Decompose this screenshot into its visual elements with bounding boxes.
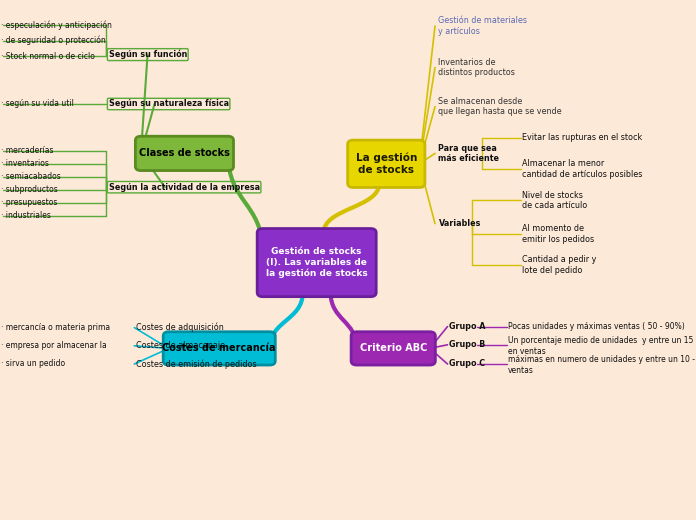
Text: · semiacabados: · semiacabados bbox=[1, 172, 61, 181]
Text: Gestión de materiales
y artículos: Gestión de materiales y artículos bbox=[438, 16, 528, 36]
Text: Clases de stocks: Clases de stocks bbox=[139, 148, 230, 159]
Text: Nivel de stocks
de cada artículo: Nivel de stocks de cada artículo bbox=[522, 190, 587, 210]
Text: · de seguridad o protección: · de seguridad o protección bbox=[1, 36, 106, 45]
Text: Grupo A: Grupo A bbox=[449, 322, 485, 331]
Text: La gestión
de stocks: La gestión de stocks bbox=[356, 153, 417, 175]
Text: · industriales: · industriales bbox=[1, 211, 52, 220]
Text: Según su función: Según su función bbox=[109, 50, 187, 59]
Text: · sirva un pedido: · sirva un pedido bbox=[1, 359, 65, 369]
Text: Para que sea
más eficiente: Para que sea más eficiente bbox=[438, 144, 500, 163]
FancyBboxPatch shape bbox=[348, 140, 425, 188]
Text: Costes de mercancía: Costes de mercancía bbox=[162, 343, 276, 354]
Text: · según su vida util: · según su vida util bbox=[1, 99, 74, 109]
FancyBboxPatch shape bbox=[351, 332, 436, 365]
FancyBboxPatch shape bbox=[257, 228, 376, 296]
Text: · subproductos: · subproductos bbox=[1, 185, 58, 194]
Text: · mercaderías: · mercaderías bbox=[1, 146, 54, 155]
Text: Variables: Variables bbox=[438, 219, 481, 228]
Text: Grupo B: Grupo B bbox=[449, 340, 485, 349]
Text: máximas en numero de unidades y entre un 10 - 5% de
ventas: máximas en numero de unidades y entre un… bbox=[508, 355, 696, 375]
Text: Costes de emisión de pedidos: Costes de emisión de pedidos bbox=[136, 359, 256, 369]
Text: Pocas unidades y máximas ventas ( 50 - 90%): Pocas unidades y máximas ventas ( 50 - 9… bbox=[508, 322, 685, 331]
FancyBboxPatch shape bbox=[163, 332, 275, 365]
Text: Al momento de
emitir los pedidos: Al momento de emitir los pedidos bbox=[522, 224, 594, 244]
Text: Grupo C: Grupo C bbox=[449, 359, 485, 369]
Text: Según la actividad de la empresa: Según la actividad de la empresa bbox=[109, 183, 260, 192]
Text: Costes de adquisición: Costes de adquisición bbox=[136, 323, 223, 332]
Text: · especulación y anticipación: · especulación y anticipación bbox=[1, 20, 112, 30]
Text: Se almacenan desde
que llegan hasta que se vende: Se almacenan desde que llegan hasta que … bbox=[438, 97, 562, 116]
Text: Inventarios de
distintos productos: Inventarios de distintos productos bbox=[438, 58, 515, 77]
Text: Criterio ABC: Criterio ABC bbox=[360, 343, 427, 354]
Text: Según su naturaleza física: Según su naturaleza física bbox=[109, 99, 229, 109]
Text: Costes de almacenaje: Costes de almacenaje bbox=[136, 341, 225, 350]
Text: · empresa por almacenar la: · empresa por almacenar la bbox=[1, 341, 107, 350]
Text: Evitar las rupturas en el stock: Evitar las rupturas en el stock bbox=[522, 133, 642, 142]
Text: · presupuestos: · presupuestos bbox=[1, 198, 58, 207]
Text: Almacenar la menor
cantidad de artículos posibles: Almacenar la menor cantidad de artículos… bbox=[522, 159, 642, 179]
FancyBboxPatch shape bbox=[135, 136, 234, 171]
Text: · Stock normal o de ciclo: · Stock normal o de ciclo bbox=[1, 51, 95, 61]
Text: Un porcentaje medio de unidades  y entre un 15 - 10%
en ventas: Un porcentaje medio de unidades y entre … bbox=[508, 336, 696, 356]
Text: Cantidad a pedir y
lote del pedido: Cantidad a pedir y lote del pedido bbox=[522, 255, 596, 275]
Text: · mercancía o materia prima: · mercancía o materia prima bbox=[1, 323, 111, 332]
Text: Gestión de stocks
(I). Las variables de
la gestión de stocks: Gestión de stocks (I). Las variables de … bbox=[266, 248, 367, 278]
Text: · inventarios: · inventarios bbox=[1, 159, 49, 168]
